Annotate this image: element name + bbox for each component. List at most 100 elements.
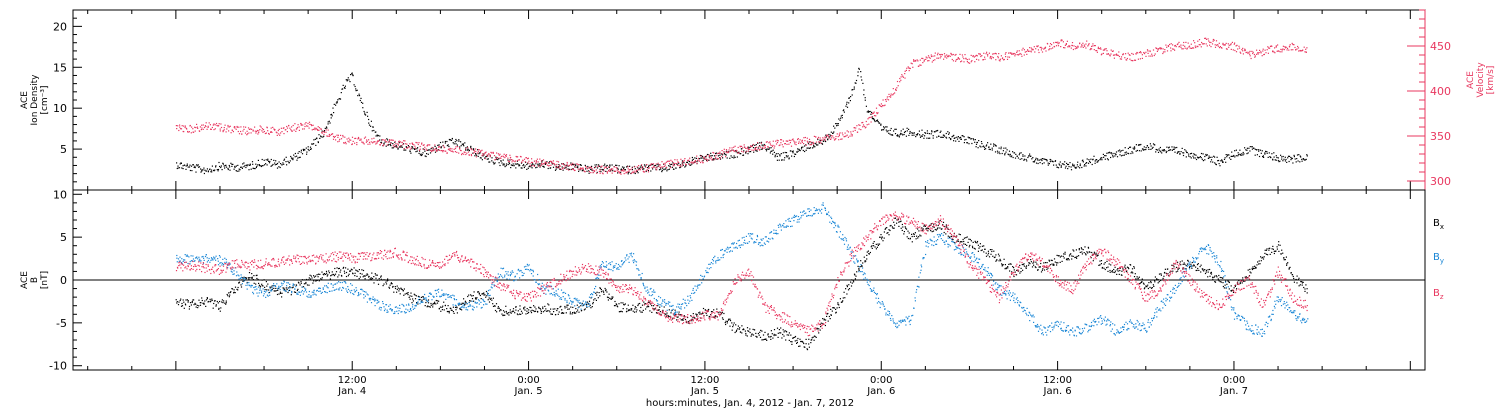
data-point xyxy=(317,141,319,144)
data-point xyxy=(301,279,303,281)
data-point xyxy=(1124,266,1126,268)
data-point xyxy=(338,267,340,269)
data-point xyxy=(321,132,323,134)
data-point xyxy=(475,148,477,150)
data-point xyxy=(1124,57,1126,59)
data-point xyxy=(1013,267,1015,269)
data-point xyxy=(881,129,883,131)
data-point xyxy=(281,164,283,166)
data-point xyxy=(499,164,501,167)
data-point xyxy=(1010,156,1012,158)
data-point xyxy=(432,302,434,305)
data-point xyxy=(204,125,206,127)
data-point xyxy=(1060,39,1062,41)
data-point xyxy=(669,166,671,168)
data-point xyxy=(365,114,367,116)
data-point xyxy=(692,158,694,160)
data-point xyxy=(223,165,225,167)
data-point xyxy=(472,152,474,154)
data-point xyxy=(554,169,557,171)
data-point xyxy=(769,147,771,149)
data-point xyxy=(1163,275,1165,277)
data-point xyxy=(1282,155,1284,158)
data-point xyxy=(595,169,597,171)
data-point xyxy=(599,287,602,290)
data-point xyxy=(590,307,592,309)
data-point xyxy=(1135,144,1137,146)
data-point xyxy=(321,130,323,132)
data-point xyxy=(337,134,339,136)
data-point xyxy=(1189,265,1191,267)
data-point xyxy=(877,243,879,245)
data-point xyxy=(623,166,625,168)
data-point xyxy=(294,291,297,293)
data-point xyxy=(531,158,533,160)
data-point xyxy=(474,155,476,157)
data-point xyxy=(268,162,271,164)
data-point xyxy=(502,164,504,166)
data-point xyxy=(647,167,649,169)
data-point xyxy=(846,130,848,132)
data-point xyxy=(713,155,716,157)
data-point xyxy=(375,143,377,145)
data-point xyxy=(1031,158,1033,160)
data-point xyxy=(687,320,689,323)
data-point xyxy=(561,163,563,165)
data-point xyxy=(1281,51,1283,53)
data-point xyxy=(798,148,800,150)
data-point xyxy=(355,90,357,92)
data-point xyxy=(862,126,864,128)
data-point xyxy=(1055,41,1057,43)
data-point xyxy=(517,163,519,165)
data-point xyxy=(1235,149,1237,151)
data-point xyxy=(221,169,223,171)
data-point xyxy=(930,133,932,135)
data-point xyxy=(930,54,932,56)
data-point xyxy=(777,153,779,155)
data-point xyxy=(873,111,875,113)
data-point xyxy=(376,142,378,144)
data-point xyxy=(890,134,892,136)
data-point xyxy=(348,141,350,143)
data-point xyxy=(1057,262,1059,264)
data-point xyxy=(1105,155,1107,157)
data-point xyxy=(1265,52,1267,54)
data-point xyxy=(857,75,859,77)
data-point xyxy=(668,160,670,162)
data-point xyxy=(264,286,266,288)
data-point xyxy=(246,130,248,132)
data-point xyxy=(542,307,544,310)
data-point xyxy=(475,298,477,300)
data-point xyxy=(398,140,400,142)
data-point xyxy=(517,314,519,316)
data-point xyxy=(751,149,753,151)
data-point xyxy=(899,77,901,80)
data-point xyxy=(201,170,203,172)
data-point xyxy=(298,156,300,159)
data-point xyxy=(404,140,406,142)
data-point xyxy=(578,170,580,172)
data-point xyxy=(350,268,352,270)
data-point xyxy=(776,141,779,144)
data-point xyxy=(745,332,747,335)
data-point xyxy=(379,139,381,141)
data-point xyxy=(581,309,583,312)
data-point xyxy=(1202,268,1204,270)
data-point xyxy=(224,167,226,169)
data-point xyxy=(1296,154,1299,156)
data-point xyxy=(1017,157,1019,159)
data-point xyxy=(442,305,444,307)
data-point xyxy=(255,166,257,169)
data-point xyxy=(224,302,226,304)
data-point xyxy=(464,142,466,144)
data-point xyxy=(547,167,549,170)
data-point xyxy=(1199,156,1201,158)
data-point xyxy=(900,76,902,78)
data-point xyxy=(556,167,558,169)
data-point xyxy=(371,272,373,274)
data-point xyxy=(872,242,874,244)
data-point xyxy=(389,139,391,141)
data-point xyxy=(208,300,210,303)
data-point xyxy=(810,144,812,146)
data-point xyxy=(752,147,755,149)
